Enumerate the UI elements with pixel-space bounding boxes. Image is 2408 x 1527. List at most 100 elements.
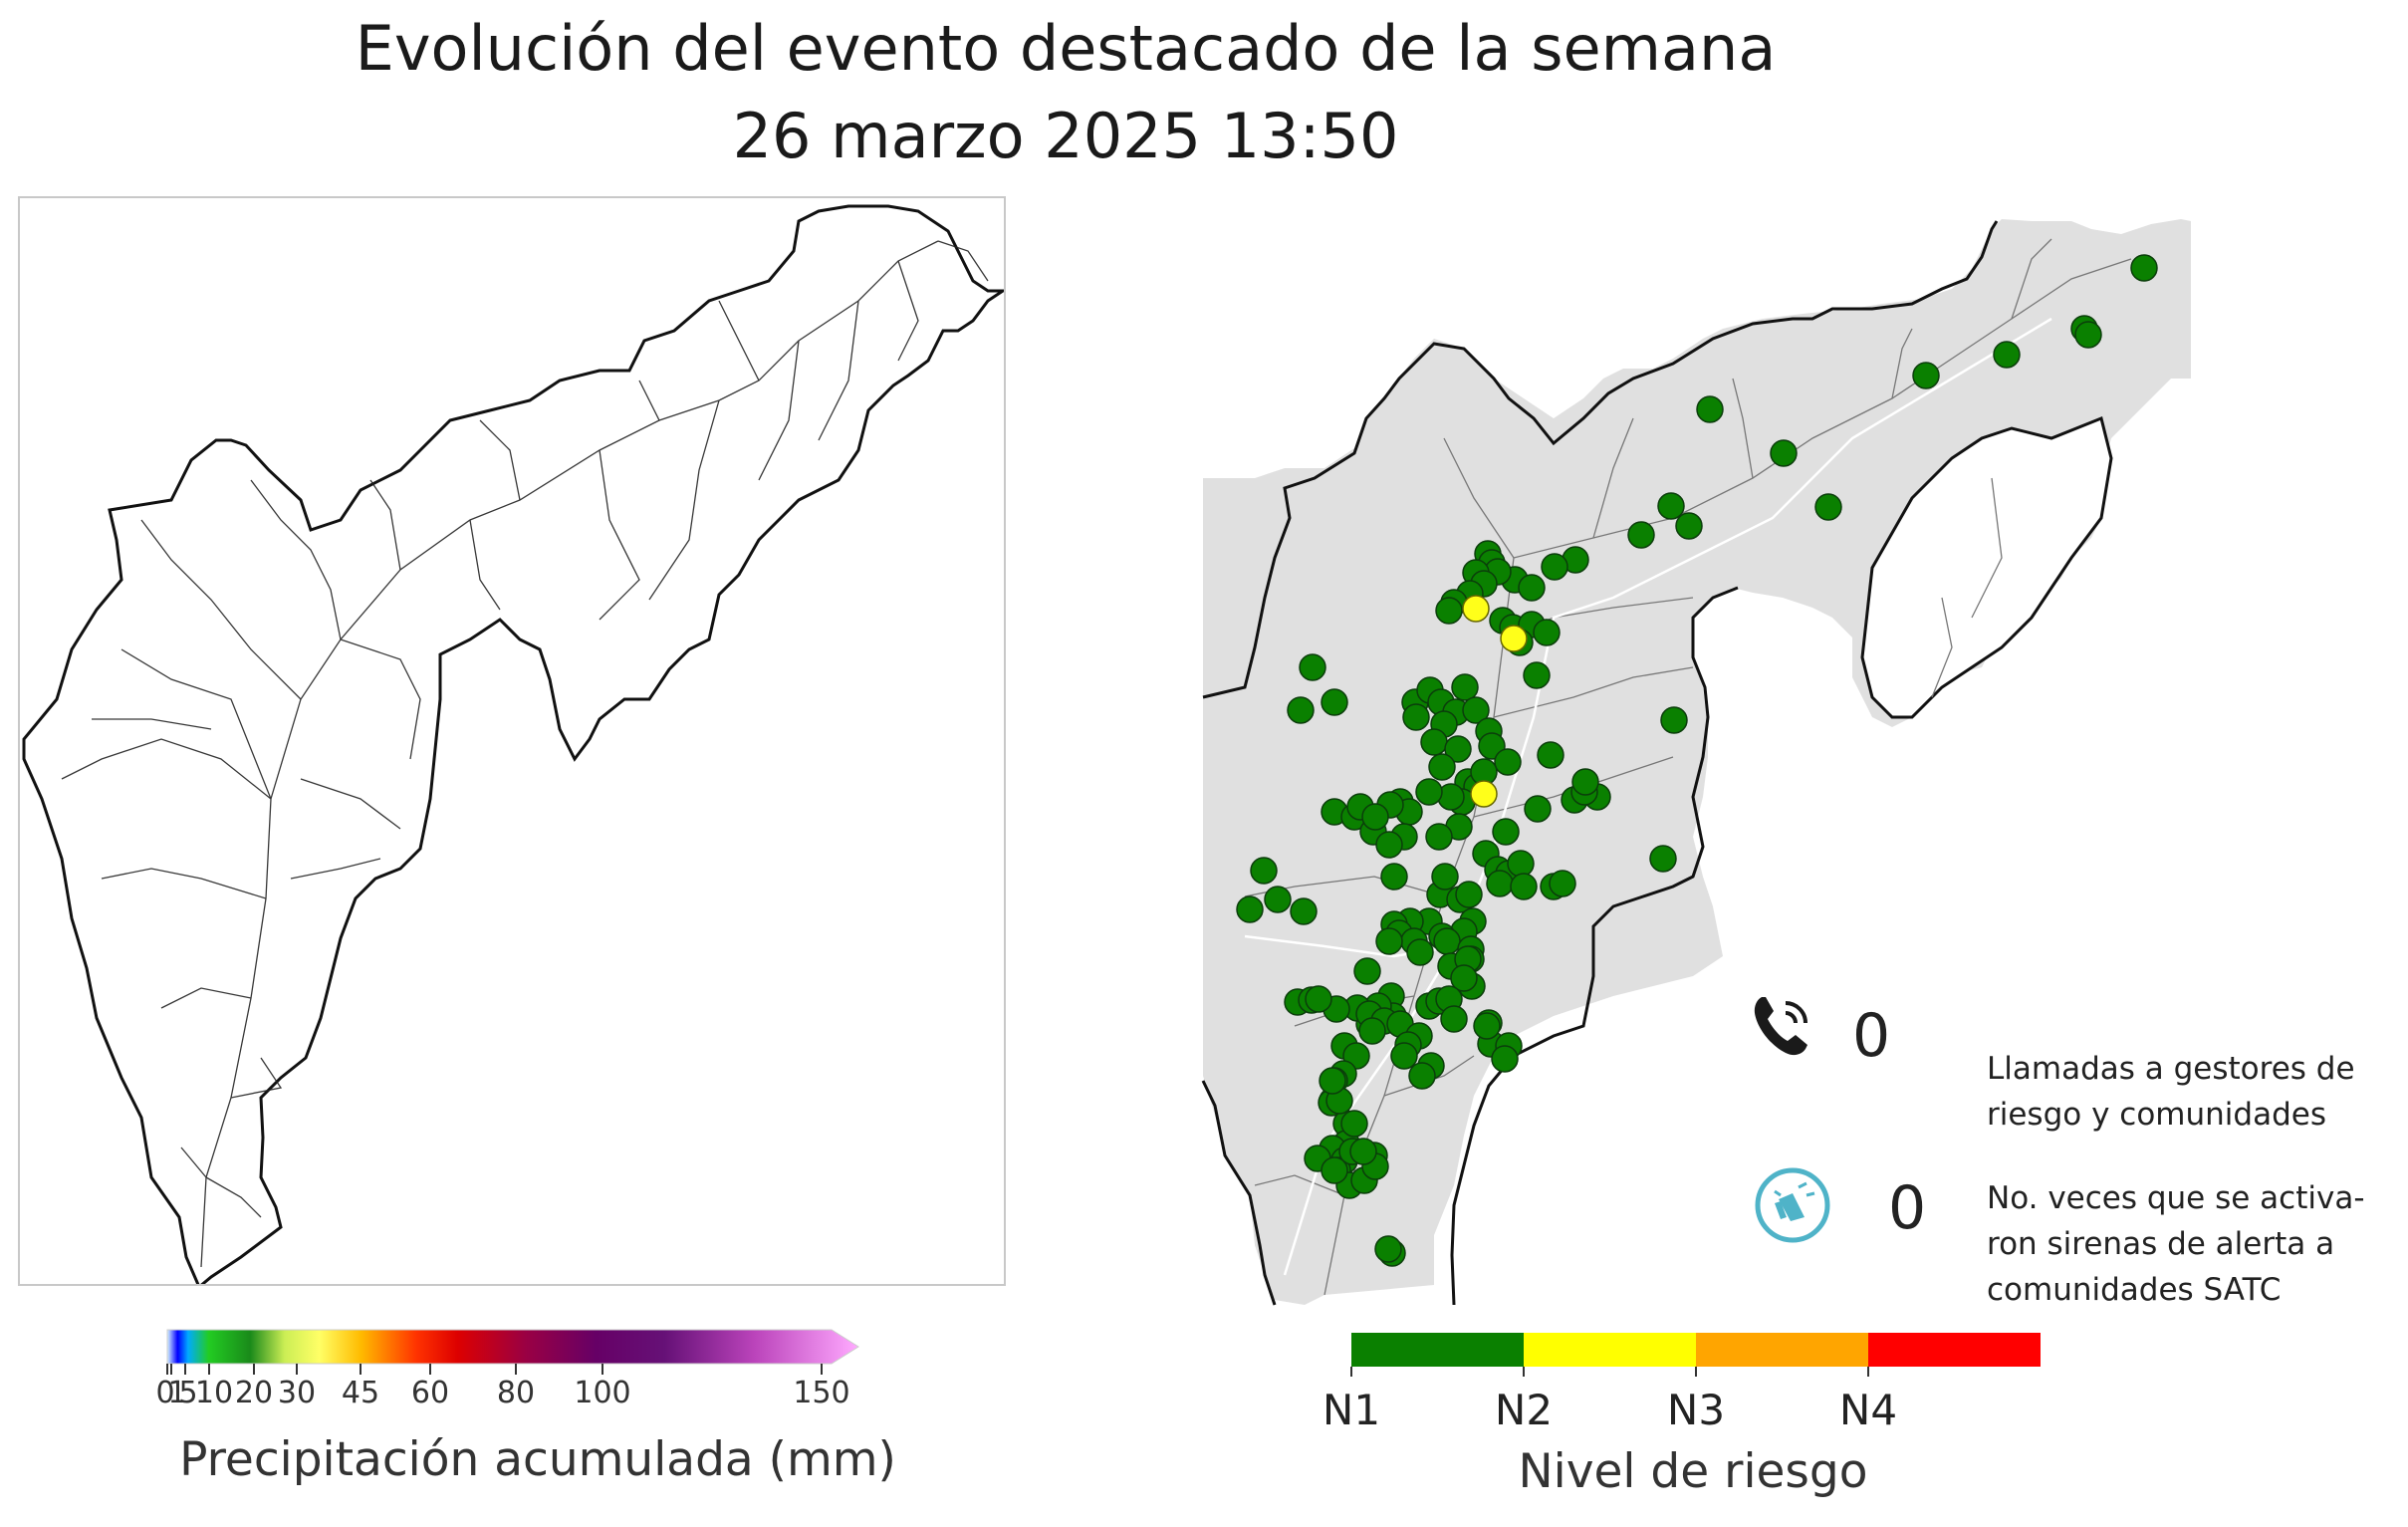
station-marker-n1[interactable] xyxy=(2074,321,2102,349)
station-marker-n1[interactable] xyxy=(1305,985,1332,1013)
precip-tick-label: 100 xyxy=(574,1376,630,1410)
calls-description: Llamadas a gestores de riesgo y comunida… xyxy=(1987,1046,2395,1138)
station-marker-n1[interactable] xyxy=(1455,881,1483,908)
station-marker-n1[interactable] xyxy=(1770,439,1798,467)
station-marker-n1[interactable] xyxy=(1264,886,1292,913)
risk-level-label: N1 xyxy=(1323,1386,1380,1434)
station-marker-n1[interactable] xyxy=(1533,619,1561,646)
station-marker-n1[interactable] xyxy=(1537,741,1565,769)
station-marker-n1[interactable] xyxy=(1353,957,1381,985)
siren-icon xyxy=(1755,1167,1830,1243)
station-marker-n2[interactable] xyxy=(1470,780,1498,808)
station-marker-n2[interactable] xyxy=(1500,625,1528,652)
station-marker-n1[interactable] xyxy=(1571,768,1599,796)
sirens-count: 0 xyxy=(1888,1173,1927,1243)
station-marker-n1[interactable] xyxy=(1627,521,1655,549)
station-marker-n1[interactable] xyxy=(1462,696,1490,724)
risk-level-swatch xyxy=(1524,1333,1696,1367)
station-marker-n1[interactable] xyxy=(1390,1042,1418,1070)
station-marker-n1[interactable] xyxy=(1993,341,2021,369)
station-marker-n1[interactable] xyxy=(1321,688,1348,716)
station-marker-n1[interactable] xyxy=(1375,927,1403,955)
station-marker-n1[interactable] xyxy=(1657,492,1685,520)
station-marker-n1[interactable] xyxy=(1361,803,1389,831)
outside-area xyxy=(1860,415,2113,719)
station-marker-n1[interactable] xyxy=(1380,863,1408,891)
station-marker-n1[interactable] xyxy=(1450,964,1478,992)
station-marker-n1[interactable] xyxy=(1541,553,1568,581)
risk-legend-title: Nivel de riesgo xyxy=(1518,1444,1868,1499)
map-title-line2-datetime: 26 marzo 2025 13:50 xyxy=(732,100,1399,172)
risk-level-bars: N1 N2 N3 N4 xyxy=(1323,1333,2041,1434)
station-marker-n1[interactable] xyxy=(1440,1005,1468,1033)
precip-tick-label: 150 xyxy=(793,1376,849,1410)
station-marker-n1[interactable] xyxy=(1340,1110,1368,1138)
station-marker-n1[interactable] xyxy=(1290,897,1318,925)
sirens-description: No. veces que se activa- ron sirenas de … xyxy=(1987,1175,2405,1313)
station-markers xyxy=(1236,254,2158,1267)
calls-desc-line1: Llamadas a gestores de xyxy=(1987,1051,2355,1087)
station-marker-n1[interactable] xyxy=(1236,895,1264,923)
station-marker-n1[interactable] xyxy=(1375,831,1403,859)
precip-tick-label: 5 xyxy=(178,1376,197,1410)
precip-tick-label: 30 xyxy=(278,1376,316,1410)
station-marker-n1[interactable] xyxy=(1473,1012,1501,1040)
calls-desc-line2: riesgo y comunidades xyxy=(1987,1097,2326,1133)
station-marker-n1[interactable] xyxy=(1415,778,1443,806)
risk-level-label: N2 xyxy=(1495,1386,1553,1434)
station-marker-n1[interactable] xyxy=(1321,1156,1348,1184)
station-marker-n1[interactable] xyxy=(1428,753,1456,781)
station-marker-n1[interactable] xyxy=(1491,1045,1519,1073)
precip-tick-label: 45 xyxy=(342,1376,379,1410)
precip-legend-title: Precipitación acumulada (mm) xyxy=(179,1432,896,1487)
sirens-desc-line2: ron sirenas de alerta a xyxy=(1987,1226,2335,1262)
station-marker-n1[interactable] xyxy=(1408,1062,1436,1090)
station-marker-n1[interactable] xyxy=(1435,597,1463,625)
station-marker-n1[interactable] xyxy=(1549,870,1576,897)
precip-tick-label: 20 xyxy=(235,1376,273,1410)
station-marker-n1[interactable] xyxy=(1912,362,1940,389)
station-marker-n1[interactable] xyxy=(1402,703,1430,731)
station-marker-n1[interactable] xyxy=(1524,795,1552,823)
station-marker-n1[interactable] xyxy=(1374,1235,1402,1263)
risk-level-label: N3 xyxy=(1667,1386,1725,1434)
station-marker-n1[interactable] xyxy=(1299,653,1326,681)
station-marker-n1[interactable] xyxy=(1444,735,1472,763)
station-marker-n1[interactable] xyxy=(1494,748,1522,776)
station-marker-n1[interactable] xyxy=(1358,1017,1386,1045)
sirens-desc-line1: No. veces que se activa- xyxy=(1987,1180,2365,1216)
precip-tick-label: 0 xyxy=(155,1376,174,1410)
station-marker-n1[interactable] xyxy=(1431,863,1459,891)
station-marker-n2[interactable] xyxy=(1462,595,1490,623)
station-marker-n1[interactable] xyxy=(1649,845,1677,873)
phone-icon xyxy=(1754,997,1807,1056)
station-marker-n1[interactable] xyxy=(1675,512,1703,540)
basin-outline xyxy=(22,204,1004,1284)
station-marker-n1[interactable] xyxy=(1250,857,1278,885)
river-network xyxy=(61,240,989,1268)
precipitation-map-panel xyxy=(18,196,1006,1286)
station-marker-n1[interactable] xyxy=(1406,938,1434,966)
precip-tick-label: 80 xyxy=(497,1376,535,1410)
station-marker-n1[interactable] xyxy=(1510,873,1538,900)
map-title-line1: Evolución del evento destacado de la sem… xyxy=(355,12,1777,85)
station-marker-n1[interactable] xyxy=(1696,395,1724,423)
station-marker-n1[interactable] xyxy=(1425,823,1453,851)
precipitation-map xyxy=(22,204,1004,1284)
station-marker-n1[interactable] xyxy=(1523,661,1551,689)
risk-level-swatch xyxy=(1868,1333,2041,1367)
risk-level-swatch xyxy=(1351,1333,1524,1367)
station-marker-n1[interactable] xyxy=(1349,1138,1377,1165)
station-marker-n1[interactable] xyxy=(1451,673,1479,701)
station-marker-n1[interactable] xyxy=(1660,706,1688,734)
station-marker-n1[interactable] xyxy=(1319,1067,1346,1095)
risk-level-swatch xyxy=(1696,1333,1868,1367)
calls-count: 0 xyxy=(1852,1001,1891,1071)
station-marker-n1[interactable] xyxy=(1287,696,1315,724)
station-marker-n1[interactable] xyxy=(1492,818,1520,846)
station-marker-n1[interactable] xyxy=(2130,254,2158,282)
station-marker-n1[interactable] xyxy=(1518,574,1546,602)
station-marker-n1[interactable] xyxy=(1814,493,1842,521)
